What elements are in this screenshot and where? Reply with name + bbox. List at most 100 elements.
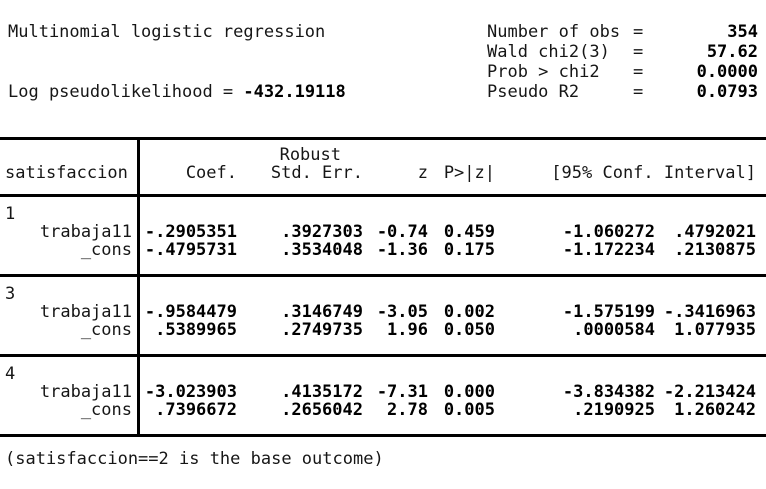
table-row: _cons -.4795731 .3534048 -1.36 0.175 -1.… bbox=[0, 241, 766, 259]
z-value: -1.36 bbox=[376, 240, 428, 260]
ci-high-value: 1.077935 bbox=[674, 320, 756, 340]
stat-prob-chi2: Prob > chi2 = 0.0000 bbox=[487, 62, 766, 82]
stat-number-of-obs: Number of obs = 354 bbox=[487, 22, 766, 42]
outcome-label-row: 3 bbox=[0, 285, 766, 303]
variable-name: _cons bbox=[80, 400, 132, 420]
ci-high-value: -2.213424 bbox=[663, 382, 756, 402]
regression-table: Robust satisfaccion Coef. Std. Err. z P>… bbox=[0, 137, 766, 437]
stat-value: 57.62 bbox=[706, 42, 758, 62]
p-value: 0.050 bbox=[443, 320, 495, 340]
log-pseudolikelihood: Log pseudolikelihood = -432.19118 bbox=[0, 82, 487, 102]
p-value: 0.005 bbox=[443, 400, 495, 420]
outcome-label-row: 1 bbox=[0, 205, 766, 223]
header-row-main: satisfaccion Coef. Std. Err. z P>|z| [95… bbox=[0, 164, 766, 182]
stderr-value: .2656042 bbox=[281, 400, 363, 420]
outcome-label-row: 4 bbox=[0, 365, 766, 383]
stat-label: Prob > chi2 bbox=[487, 62, 600, 82]
p-value: 0.459 bbox=[443, 222, 495, 242]
column-header-robust: Robust bbox=[279, 145, 341, 165]
column-header-stderr: Std. Err. bbox=[270, 163, 363, 183]
stderr-value: .3534048 bbox=[281, 240, 363, 260]
ci-high-value: -.3416963 bbox=[663, 302, 756, 322]
ci-low-value: .2190925 bbox=[573, 400, 655, 420]
outcome-label: 4 bbox=[5, 364, 16, 384]
coef-value: -.2905351 bbox=[144, 222, 237, 242]
spacer bbox=[140, 146, 237, 164]
p-value: 0.000 bbox=[443, 382, 495, 402]
variable-name: trabaja11 bbox=[39, 302, 132, 322]
outcome-label: 3 bbox=[5, 284, 16, 304]
equals-sign: = bbox=[633, 62, 644, 82]
stat-label: Number of obs bbox=[487, 22, 621, 42]
equals-sign: = bbox=[633, 22, 644, 42]
stderr-value: .3927303 bbox=[281, 222, 363, 242]
spacer bbox=[0, 62, 487, 82]
depvar-name: satisfaccion bbox=[5, 163, 128, 183]
ci-low-value: -1.060272 bbox=[562, 222, 655, 242]
coef-value: -.4795731 bbox=[144, 240, 237, 260]
variable-name: trabaja11 bbox=[39, 222, 132, 242]
ci-low-value: -1.575199 bbox=[562, 302, 655, 322]
z-value: -0.74 bbox=[376, 222, 428, 242]
outcome-group-3: 3 trabaja11 -.9584479 .3146749 -3.05 0.0… bbox=[0, 277, 766, 357]
ci-low-value: .0000584 bbox=[573, 320, 655, 340]
z-value: -7.31 bbox=[376, 382, 428, 402]
equals-sign: = bbox=[633, 82, 644, 102]
table-row: trabaja11 -.2905351 .3927303 -0.74 0.459… bbox=[0, 223, 766, 241]
table-header: Robust satisfaccion Coef. Std. Err. z P>… bbox=[0, 140, 766, 197]
table-row: _cons .5389965 .2749735 1.96 0.050 .0000… bbox=[0, 321, 766, 339]
z-value: -3.05 bbox=[376, 302, 428, 322]
ci-high-value: .2130875 bbox=[674, 240, 756, 260]
variable-name: _cons bbox=[80, 320, 132, 340]
ci-high-value: 1.260242 bbox=[674, 400, 756, 420]
stat-value: 354 bbox=[727, 22, 758, 42]
ci-low-value: -1.172234 bbox=[562, 240, 655, 260]
base-outcome-note: (satisfaccion==2 is the base outcome) bbox=[5, 449, 384, 469]
variable-name: _cons bbox=[80, 240, 132, 260]
z-value: 1.96 bbox=[387, 320, 428, 340]
p-value: 0.002 bbox=[443, 302, 495, 322]
header-row-robust: Robust bbox=[0, 146, 766, 164]
table-row: trabaja11 -3.023903 .4135172 -7.31 0.000… bbox=[0, 383, 766, 401]
stderr-value: .2749735 bbox=[281, 320, 363, 340]
ci-high-value: .4792021 bbox=[674, 222, 756, 242]
p-value: 0.175 bbox=[443, 240, 495, 260]
coef-value: .5389965 bbox=[155, 320, 237, 340]
stat-label: Pseudo R2 bbox=[487, 82, 580, 102]
log-pseudolikelihood-value: -432.19118 bbox=[243, 82, 346, 102]
column-header-coef: Coef. bbox=[185, 163, 237, 183]
spacer bbox=[0, 146, 140, 164]
stat-wald-chi2: Wald chi2(3) = 57.62 bbox=[487, 42, 766, 62]
model-summary: Multinomial logistic regression Number o… bbox=[0, 0, 766, 102]
stat-pseudo-r2: Pseudo R2 = 0.0793 bbox=[487, 82, 766, 102]
coef-value: .7396672 bbox=[155, 400, 237, 420]
table-vertical-divider bbox=[137, 140, 140, 437]
column-header-p: P>|z| bbox=[443, 163, 495, 183]
model-title: Multinomial logistic regression bbox=[8, 22, 326, 42]
column-header-z: z bbox=[417, 163, 428, 183]
stderr-value: .4135172 bbox=[281, 382, 363, 402]
outcome-label: 1 bbox=[5, 204, 16, 224]
table-row: _cons .7396672 .2656042 2.78 0.005 .2190… bbox=[0, 401, 766, 419]
summary-row: Multinomial logistic regression Number o… bbox=[0, 22, 766, 42]
table-row: trabaja11 -.9584479 .3146749 -3.05 0.002… bbox=[0, 303, 766, 321]
variable-name: trabaja11 bbox=[39, 382, 132, 402]
stat-value: 0.0793 bbox=[696, 82, 758, 102]
outcome-group-1: 1 trabaja11 -.2905351 .3927303 -0.74 0.4… bbox=[0, 197, 766, 277]
z-value: 2.78 bbox=[387, 400, 428, 420]
outcome-group-4: 4 trabaja11 -3.023903 .4135172 -7.31 0.0… bbox=[0, 357, 766, 437]
stat-label: Wald chi2(3) bbox=[487, 42, 610, 62]
summary-row: Log pseudolikelihood = -432.19118 Pseudo… bbox=[0, 82, 766, 102]
equals-sign: = bbox=[633, 42, 644, 62]
summary-row: Prob > chi2 = 0.0000 bbox=[0, 62, 766, 82]
log-pseudolikelihood-label: Log pseudolikelihood = bbox=[8, 82, 244, 102]
stat-value: 0.0000 bbox=[696, 62, 758, 82]
coef-value: -3.023903 bbox=[144, 382, 237, 402]
spacer bbox=[0, 42, 487, 62]
ci-low-value: -3.834382 bbox=[562, 382, 655, 402]
coef-value: -.9584479 bbox=[144, 302, 237, 322]
column-header-ci: [95% Conf. Interval] bbox=[551, 163, 756, 183]
stderr-value: .3146749 bbox=[281, 302, 363, 322]
summary-row: Wald chi2(3) = 57.62 bbox=[0, 42, 766, 62]
